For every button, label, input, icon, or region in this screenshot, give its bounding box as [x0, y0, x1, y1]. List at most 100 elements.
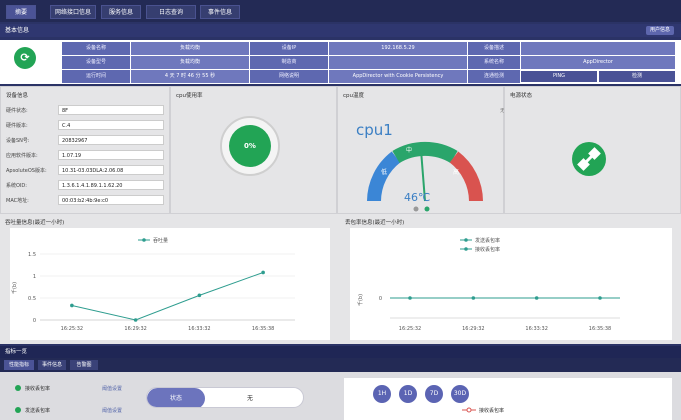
range-30d-button[interactable]: 30D — [451, 385, 469, 403]
cpu-temp-max-label: 无 — [500, 108, 506, 114]
status-toggle[interactable]: 状态 无 — [146, 387, 304, 408]
y-axis-label: 千(b) — [357, 294, 364, 306]
device-info-panel: 设备信息 硬件状态: 8F 硬件版本: C.4 设备SN号: 20832967 … — [0, 86, 170, 214]
system-name-label: 系统名称 — [468, 56, 520, 69]
device-info-title: 设备信息 — [6, 93, 29, 99]
send-loss-status-icon — [15, 407, 21, 413]
packetloss-point — [408, 296, 412, 300]
packetloss-point — [471, 296, 476, 300]
hw-status-label: 硬件状态: — [6, 108, 28, 114]
power-plug-icon — [572, 142, 606, 176]
app-version-value: 1.07.19 — [58, 150, 164, 160]
packetloss-panel: 丢包率信息(最近一小时) 0 千(b) 16:25:32 16:29:32 16:33:… — [340, 214, 681, 344]
device-ip-label: 设备IP — [250, 42, 328, 55]
cpu-usage-title: cpu使用率 — [176, 93, 203, 99]
net-desc-value: AppDirector with Cookie Persistency — [329, 70, 467, 83]
indicators-title: 指标一览 — [5, 349, 28, 355]
throughput-point — [70, 303, 74, 308]
throughput-series-line — [71, 272, 264, 321]
device-name-label: 设备名称 — [62, 42, 130, 55]
device-sn-value: 20832967 — [58, 135, 164, 145]
app-version-label: 应用软件版本: — [6, 153, 38, 159]
cpu-temp-panel: cpu温度 无 cpu1 低 中 高 46℃ — [337, 86, 506, 214]
range-chart-area — [344, 378, 672, 420]
legend-marker-send — [464, 238, 468, 242]
check-button[interactable]: 检测 — [599, 71, 675, 82]
hw-version-value: C.4 — [58, 120, 164, 130]
basic-info-title: 基本信息 — [5, 27, 30, 34]
throughput-point — [261, 270, 265, 275]
ping-button[interactable]: PING — [521, 71, 597, 82]
x-tick-label: 16:33:32 — [188, 326, 210, 332]
indicators-header: 指标一览 — [0, 346, 681, 358]
recv-loss-status-icon — [15, 385, 21, 391]
device-sn-label: 设备SN号: — [6, 138, 30, 144]
tab-events[interactable]: 事件信息 — [38, 360, 66, 370]
throughput-title: 吞吐量信息(最近一小时) — [5, 220, 65, 226]
packetloss-point — [598, 296, 602, 300]
y-tick-label: 0 — [379, 296, 382, 302]
packetloss-title: 丢包率信息(最近一小时) — [345, 220, 405, 226]
cpu-temp-title: cpu温度 — [343, 93, 365, 99]
range-7d-button[interactable]: 7D — [425, 385, 443, 403]
x-tick-label: 16:33:32 — [525, 326, 547, 332]
tab-performance[interactable]: 性能指标 — [4, 360, 34, 370]
vendor-value — [329, 56, 467, 69]
send-loss-label: 发送丢包率 — [25, 408, 51, 414]
x-tick-label: 16:29:32 — [124, 326, 146, 332]
tab-service-info[interactable]: 服务信息 — [101, 5, 141, 19]
send-loss-threshold-link[interactable]: 阈值设置 — [102, 408, 123, 414]
device-model-label: 设备型号 — [62, 56, 130, 69]
device-desc-label: 设备描述 — [468, 42, 520, 55]
mac-label: MAC地址: — [6, 198, 29, 204]
tab-log-query[interactable]: 日志查询 — [146, 5, 196, 19]
gauge-mid-label: 中 — [406, 147, 413, 154]
range-1d-button[interactable]: 1D — [399, 385, 417, 403]
y-tick-label: 0 — [33, 318, 36, 324]
packetloss-legend-send: 发送丢包率 — [475, 237, 500, 244]
tab-network-interface[interactable]: 网络接口信息 — [50, 5, 96, 19]
x-tick-label: 16:35:38 — [589, 326, 611, 332]
legend-marker-recv — [464, 247, 468, 251]
cpu-temp-gauge — [367, 141, 483, 212]
device-model-value: 负载均衡 — [131, 56, 249, 69]
packetloss-legend-recv: 接收丢包率 — [475, 246, 500, 253]
device-name-value: 负载均衡 — [131, 42, 249, 55]
throughput-legend-label: 吞吐量 — [153, 237, 168, 244]
cpu-usage-value: 0% — [244, 142, 256, 150]
range-1h-button[interactable]: 1H — [373, 385, 391, 403]
x-tick-label: 16:25:32 — [399, 326, 421, 332]
toggle-off-label: 无 — [247, 395, 254, 402]
device-desc-value — [521, 42, 675, 55]
system-name-value: AppDirector — [521, 56, 675, 69]
gauge-low-label: 低 — [381, 169, 388, 176]
toggle-on-label: 状态 — [147, 388, 205, 407]
x-tick-label: 16:25:32 — [61, 326, 83, 332]
throughput-panel: 吞吐量信息(最近一小时) 0 0.5 1 1.5 16:25:32 16:29:32 16:… — [0, 214, 340, 344]
os-version-label: ApsoluteOS版本: — [6, 168, 47, 174]
packetloss-chart: 0 千(b) 16:25:32 16:29:32 16:33:32 16:35:38 发送丢… — [357, 237, 620, 332]
x-tick-label: 16:29:32 — [462, 326, 484, 332]
y-tick-label: 0.5 — [28, 296, 36, 302]
gauge-high-label: 高 — [453, 169, 460, 176]
system-oid-value: 1.3.6.1.4.1.89.1.1.62.20 — [58, 180, 164, 190]
packetloss-chart-area: 0 千(b) 16:25:32 16:29:32 16:33:32 16:35:38 发送丢… — [350, 228, 672, 340]
power-status-title: 电源状态 — [510, 93, 533, 99]
mac-value: 00:03:b2:4b:9e:c0 — [58, 195, 164, 205]
cpu-gauge-title: cpu1 — [356, 121, 393, 139]
recv-loss-threshold-link[interactable]: 阈值设置 — [102, 386, 123, 392]
user-info-button[interactable]: 用户信息 — [645, 26, 674, 35]
y-tick-label: 1.5 — [28, 252, 36, 258]
tab-alarm-chart[interactable]: 告警图 — [70, 360, 98, 370]
hw-version-label: 硬件版本: — [6, 123, 28, 129]
basic-info-row: ⟳ 设备名称 负载均衡 设备IP 192.168.5.29 设备描述 设备型号 … — [0, 40, 681, 84]
range-legend-label: 接收丢包率 — [479, 408, 505, 414]
os-version-value: 10.31-03.03DLA:2.06.08 — [58, 165, 164, 175]
vendor-label: 制造商 — [250, 56, 328, 69]
device-ip-value: 192.168.5.29 — [329, 42, 467, 55]
uptime-label: 运行时间 — [62, 70, 130, 83]
cpu-usage-dial — [220, 116, 280, 176]
hw-status-value: 8F — [58, 105, 164, 115]
tab-summary[interactable]: 摘要 — [6, 5, 36, 19]
tab-event-info[interactable]: 事件信息 — [200, 5, 240, 19]
